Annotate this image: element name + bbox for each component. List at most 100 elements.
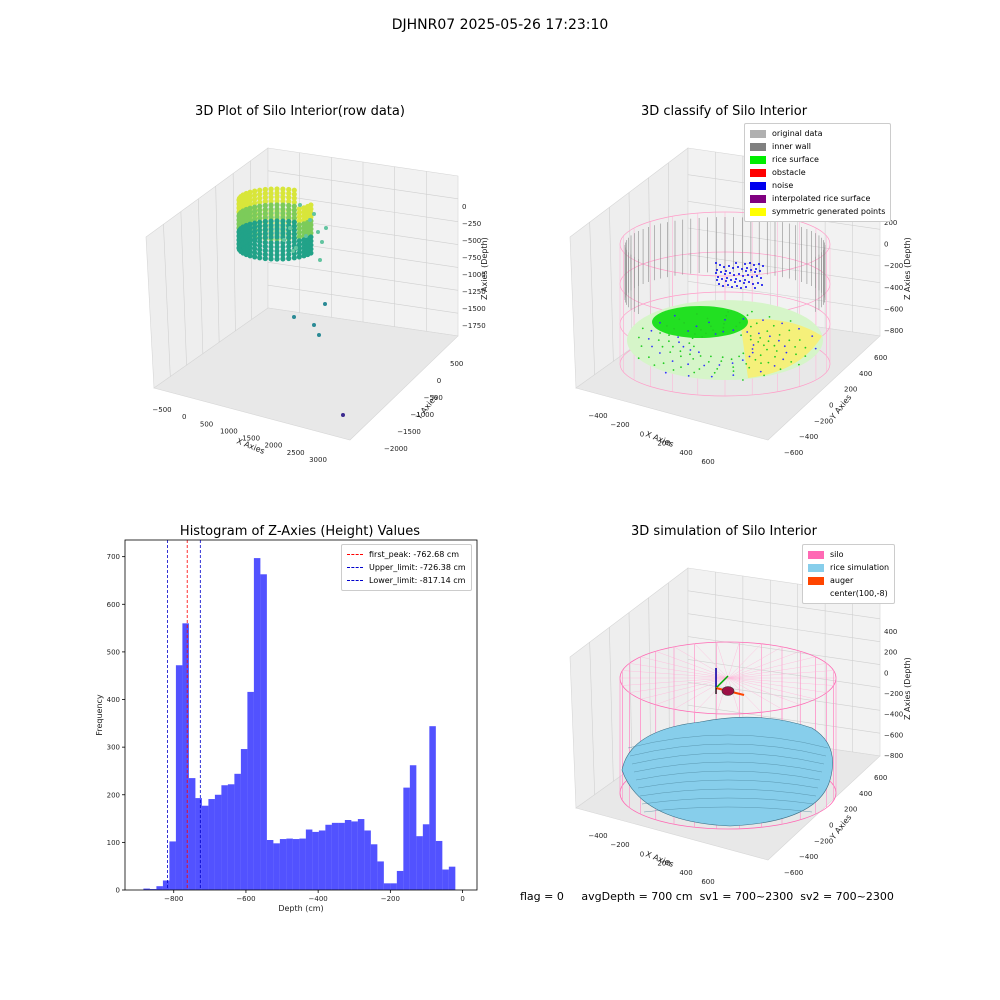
histogram-bar — [318, 830, 326, 890]
y-tick-label: 300 — [107, 744, 120, 752]
raw-point — [296, 226, 302, 232]
z-axis-label: Z Axies (Depth) — [903, 237, 912, 300]
legend-swatch — [347, 567, 363, 568]
histogram-bar — [351, 821, 358, 890]
surface-point — [763, 374, 765, 377]
surface-point — [687, 330, 689, 332]
mesh-line — [631, 752, 825, 765]
noise-point — [737, 266, 739, 268]
raw-point — [262, 226, 268, 233]
surface-point — [798, 339, 801, 341]
surface-point — [693, 371, 696, 374]
raw-point — [252, 212, 258, 218]
surface-point — [788, 329, 791, 332]
raw-point — [291, 239, 297, 245]
histogram-bar — [338, 822, 345, 890]
legend-swatch — [808, 563, 824, 572]
noise-point — [744, 279, 746, 281]
surface-point — [653, 364, 656, 366]
raw-point — [280, 190, 286, 196]
raw-point — [280, 202, 286, 208]
y-tick-label: 200 — [107, 791, 120, 799]
raw-point — [274, 226, 280, 232]
raw-point — [257, 223, 263, 229]
grid-line — [267, 170, 459, 200]
noise-point — [735, 262, 737, 264]
x-axis-label: Depth (cm) — [278, 904, 323, 913]
raw-point — [280, 230, 286, 236]
histogram-bar — [312, 831, 319, 890]
histogram-bar — [390, 883, 397, 890]
surface-point — [762, 319, 764, 321]
x-tick-label: 200 — [657, 440, 670, 448]
y-tick-label: 0 — [829, 402, 833, 410]
raw-point — [274, 256, 280, 262]
legend-label: inner wall — [772, 142, 812, 151]
surface-point — [698, 368, 701, 370]
histogram-bar — [448, 866, 456, 890]
histogram-bar — [344, 820, 352, 890]
raw-point — [280, 210, 286, 216]
raw-point — [288, 226, 292, 230]
surface-point — [679, 350, 682, 353]
raw-point — [247, 209, 253, 215]
raw-point — [252, 254, 258, 260]
surface-point — [759, 370, 762, 373]
raw-point — [291, 191, 297, 197]
raw-point — [291, 255, 297, 261]
noise-point — [736, 285, 738, 287]
z-tick-label: −500 — [462, 237, 481, 245]
grid-line — [648, 177, 651, 335]
z-tick-label: 0 — [884, 669, 888, 677]
x-tick-label: 0 — [640, 430, 644, 438]
y-tick-label: 600 — [874, 774, 887, 782]
raw-point — [286, 234, 292, 241]
silo-roof-edge — [673, 677, 729, 710]
histogram-bar — [286, 838, 293, 890]
noise-point — [725, 280, 727, 282]
y-tick-label: −1000 — [410, 411, 434, 419]
x-tick-label: 1500 — [242, 435, 260, 443]
raw-point — [296, 254, 302, 260]
raw-point — [280, 252, 286, 258]
mesh-line — [633, 761, 823, 773]
raw-point — [286, 198, 292, 205]
surface-point — [687, 375, 690, 377]
raw-point — [296, 218, 302, 224]
z-tick-label: −200 — [884, 690, 903, 698]
raw-point — [257, 255, 263, 261]
z-tick-label: −1500 — [462, 305, 486, 313]
surface-point — [732, 329, 735, 332]
silo-roof-edge — [694, 677, 729, 713]
y-tick-label: −2000 — [384, 445, 408, 453]
status-line: flag = 0 avgDepth = 700 cm sv1 = 700~230… — [520, 890, 894, 903]
surface-point — [662, 362, 665, 365]
raw-point — [274, 214, 280, 220]
raw-point — [291, 219, 297, 225]
mesh-line — [627, 734, 829, 749]
legend-item: Lower_limit: -817.14 cm — [347, 574, 466, 587]
x-tick-label: −200 — [610, 841, 629, 849]
surface-point — [750, 325, 752, 328]
silo-roof-edge — [727, 677, 783, 710]
raw-point — [252, 200, 258, 206]
legend-label: auger — [830, 576, 854, 585]
panel2-legend: original data inner wall rice surface obsta… — [744, 123, 892, 222]
noise-point — [726, 277, 728, 279]
raw-point — [296, 214, 302, 220]
surface-point — [703, 364, 706, 367]
legend-item: rice surface — [750, 153, 885, 166]
noise-point — [734, 281, 736, 283]
raw-point — [301, 213, 307, 219]
grid-line — [628, 612, 633, 769]
raw-point — [262, 194, 268, 201]
silo-roof-edge — [622, 670, 729, 679]
histogram-bar — [331, 822, 339, 890]
raw-point — [274, 230, 280, 236]
surface-point — [696, 313, 698, 315]
raw-point — [301, 205, 307, 211]
histogram-bar — [279, 839, 287, 890]
raw-point — [247, 217, 253, 223]
noise-point — [719, 264, 721, 266]
x-tick-label: 2500 — [287, 449, 305, 457]
